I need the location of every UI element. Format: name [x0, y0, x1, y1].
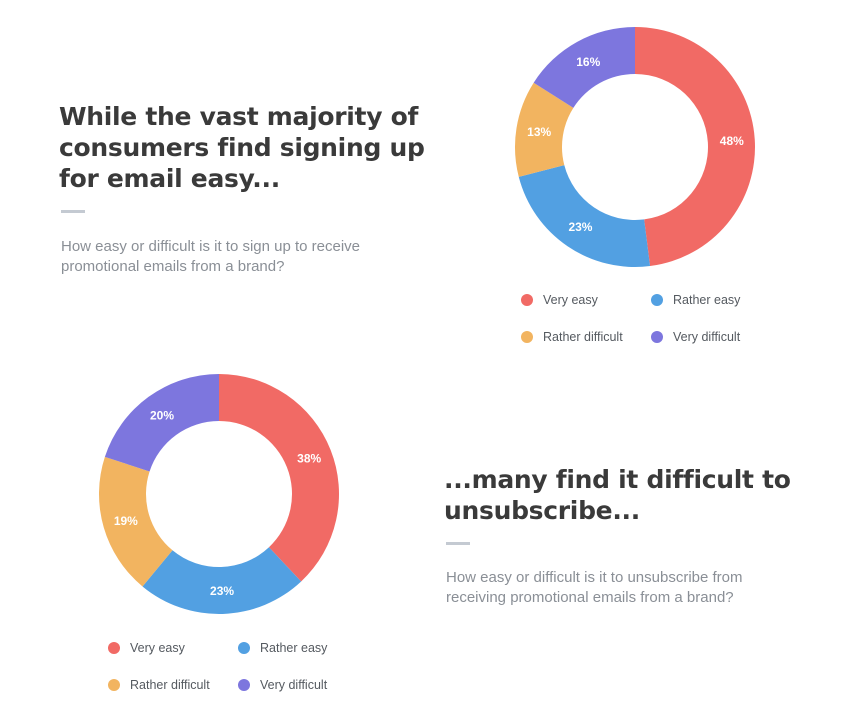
signup-question: How easy or difficult is it to sign up t… [61, 238, 361, 275]
legend-swatch-rather-easy [238, 642, 250, 654]
legend-label-very-easy: Very easy [130, 641, 185, 655]
unsubscribe-chart-legend: Very easy Rather easy Rather difficult V… [108, 641, 368, 721]
slice-label-very-easy: 48% [720, 134, 744, 148]
slice-label-rather-difficult: 19% [114, 514, 138, 528]
legend-swatch-very-easy [521, 294, 533, 306]
legend-item-very-easy: Very easy [521, 293, 598, 307]
legend-swatch-rather-easy [651, 294, 663, 306]
slice-rather-difficult [99, 456, 173, 587]
slice-label-rather-easy: 23% [568, 220, 592, 234]
slice-very-easy [635, 27, 756, 267]
unsubscribe-heading: ...many find it difficult to unsubscribe… [444, 465, 791, 525]
slice-label-very-difficult: 16% [576, 55, 600, 69]
unsubscribe-question: How easy or difficult is it to unsubscri… [446, 569, 743, 606]
legend-item-rather-difficult: Rather difficult [108, 678, 210, 692]
signup-chart-legend: Very easy Rather easy Rather difficult V… [521, 293, 781, 373]
slice-label-rather-difficult: 13% [527, 125, 551, 139]
legend-label-rather-easy: Rather easy [260, 641, 328, 655]
legend-item-rather-difficult: Rather difficult [521, 330, 623, 344]
legend-label-rather-difficult: Rather difficult [543, 330, 623, 344]
legend-label-very-difficult: Very difficult [673, 330, 741, 344]
slice-label-rather-easy: 23% [210, 584, 234, 598]
heading-divider [446, 542, 470, 545]
legend-item-very-difficult: Very difficult [651, 330, 740, 344]
legend-swatch-very-difficult [651, 331, 663, 343]
heading-divider [61, 210, 85, 213]
slice-rather-difficult [515, 82, 574, 177]
legend-item-rather-easy: Rather easy [651, 293, 740, 307]
signup-heading: While the vast majority of consumers fin… [59, 102, 425, 193]
legend-swatch-rather-difficult [521, 331, 533, 343]
legend-label-rather-easy: Rather easy [673, 293, 741, 307]
legend-label-very-difficult: Very difficult [260, 678, 328, 692]
slice-very-difficult [104, 374, 219, 472]
legend-swatch-very-difficult [238, 679, 250, 691]
legend-swatch-very-easy [108, 642, 120, 654]
legend-item-very-difficult: Very difficult [238, 678, 327, 692]
legend-item-rather-easy: Rather easy [238, 641, 327, 655]
slice-label-very-easy: 38% [297, 451, 321, 465]
legend-label-rather-difficult: Rather difficult [130, 678, 210, 692]
slice-label-very-difficult: 20% [150, 409, 174, 423]
slice-very-easy [219, 374, 340, 582]
unsubscribe-donut-chart: 38% 23% 19% 20% [99, 374, 340, 614]
signup-donut-chart: 48% 23% 13% 16% [515, 27, 756, 267]
slice-very-difficult [533, 27, 635, 108]
slice-rather-easy [518, 165, 651, 267]
slice-rather-easy [142, 547, 302, 614]
legend-item-very-easy: Very easy [108, 641, 185, 655]
legend-label-very-easy: Very easy [543, 293, 598, 307]
legend-swatch-rather-difficult [108, 679, 120, 691]
